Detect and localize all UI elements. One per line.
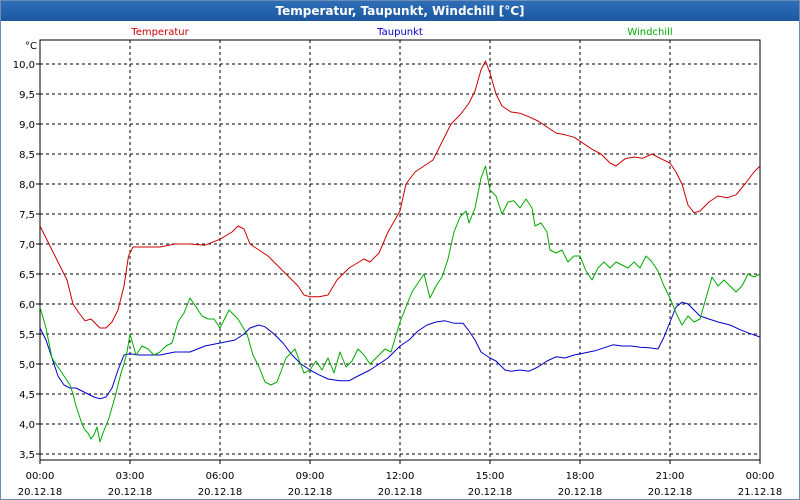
x-tick-time: 21:00 <box>656 471 685 482</box>
y-tick-label: 9,5 <box>19 90 35 101</box>
y-tick-label: 6,5 <box>19 270 35 281</box>
y-tick-label: 4,0 <box>19 420 35 431</box>
legend: Temperatur Taupunkt Windchill <box>130 27 672 38</box>
x-tick-time: 06:00 <box>206 471 235 482</box>
y-tick-label: 6,0 <box>19 300 35 311</box>
y-tick-label: 8,0 <box>19 180 35 191</box>
legend-entry-taupunkt: Taupunkt <box>376 27 423 38</box>
x-tick-date: 20.12.18 <box>648 487 693 498</box>
legend-entry-temperatur: Temperatur <box>130 27 189 38</box>
axes: 3,5 4,0 4,5 5,0 5,5 6,0 6,5 7,0 7,5 8,0 8,5 9,0 9,5 1… <box>13 41 783 498</box>
x-tick-date: 20.12.18 <box>558 487 603 498</box>
y-tick-label: 10,0 <box>13 60 35 71</box>
x-tick-date: 20.12.18 <box>468 487 513 498</box>
x-tick-date: 20.12.18 <box>288 487 333 498</box>
y-tick-label: 7,0 <box>19 240 35 251</box>
series-lines <box>39 60 761 443</box>
y-axis-label: °C <box>25 41 37 52</box>
y-tick-label: 9,0 <box>19 120 35 131</box>
x-tick-date: 20.12.18 <box>378 487 423 498</box>
y-tick-label: 4,5 <box>19 390 35 401</box>
x-tick-time: 00:00 <box>26 471 55 482</box>
x-tick-date: 20.12.18 <box>198 487 243 498</box>
y-tick-label: 5,5 <box>19 330 35 341</box>
x-tick-time: 00:00 <box>746 471 775 482</box>
y-tick-label: 8,5 <box>19 150 35 161</box>
x-tick-time: 15:00 <box>476 471 505 482</box>
x-tick-date: 20.12.18 <box>108 487 153 498</box>
window-title: Temperatur, Taupunkt, Windchill [°C] <box>1 1 799 21</box>
x-tick-date: 20.12.18 <box>18 487 63 498</box>
series-line-taupunkt <box>39 301 761 400</box>
x-tick-time: 18:00 <box>566 471 595 482</box>
y-tick-label: 5,0 <box>19 360 35 371</box>
series-line-temperatur <box>39 60 761 329</box>
y-tick-label: 3,5 <box>19 450 35 461</box>
x-tick-time: 12:00 <box>386 471 415 482</box>
x-tick-date: 21.12.18 <box>738 487 783 498</box>
series-line-windchill <box>39 165 761 443</box>
y-tick-label: 7,5 <box>19 210 35 221</box>
x-tick-time: 09:00 <box>296 471 325 482</box>
grid <box>39 39 761 461</box>
legend-entry-windchill: Windchill <box>627 27 672 38</box>
x-tick-time: 03:00 <box>116 471 145 482</box>
